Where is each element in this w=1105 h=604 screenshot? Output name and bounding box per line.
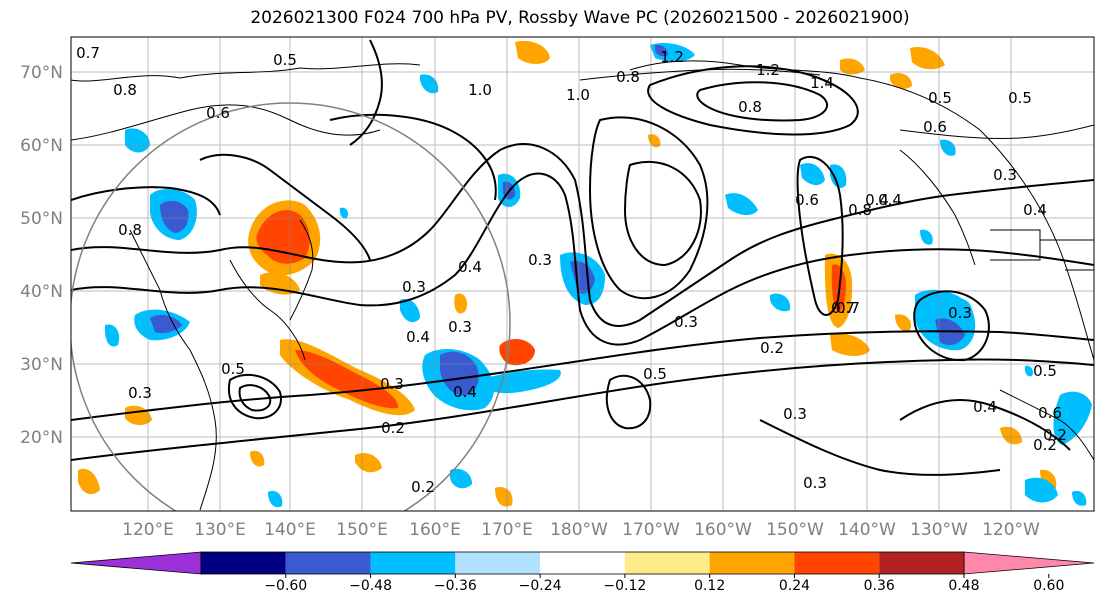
contour-label: 0.5 <box>221 360 245 378</box>
colorbar-swatch <box>70 551 202 575</box>
contour-label: 0.4 <box>406 328 430 346</box>
pv-contours <box>71 39 1094 476</box>
contour-label: 0.3 <box>402 278 426 296</box>
contour-label: 0.3 <box>380 375 404 393</box>
contour-label: 0.6 <box>923 118 947 136</box>
longitude-label: 170°E <box>481 520 533 540</box>
contour-label: 0.2 <box>760 339 784 357</box>
latitude-labels: 70°N 60°N 50°N 40°N 30°N 20°N <box>20 63 63 448</box>
longitude-labels: 120°E 130°E 140°E 150°E 160°E 170°E 180°W 170°W… <box>122 520 1040 540</box>
contour-label: 0.5 <box>273 51 297 69</box>
longitude-label: 180°W <box>550 520 608 540</box>
reference-circle <box>71 102 511 511</box>
colorbar-swatch <box>624 552 710 574</box>
contour-label: 0.6 <box>1038 404 1062 422</box>
latitude-label: 20°N <box>20 428 63 448</box>
contour-label: 0.5 <box>928 89 952 107</box>
contour-label: 0.3 <box>128 384 152 402</box>
contour-label: 1.0 <box>468 81 492 99</box>
latitude-label: 40°N <box>20 282 63 302</box>
pv-contours-thin <box>71 68 1094 141</box>
contour-label: 0.8 <box>738 98 762 116</box>
contour-label: 0.3 <box>783 405 807 423</box>
map-border <box>70 36 1095 512</box>
colorbar-tick-label: −0.60 <box>264 578 307 594</box>
contour-label: 0.8 <box>616 68 640 86</box>
colorbar-swatch <box>201 552 286 574</box>
contour-label: 1.0 <box>566 86 590 104</box>
contour-label: 0.6 <box>206 104 230 122</box>
colorbar-tick-label: −0.36 <box>434 578 477 594</box>
latitude-label: 70°N <box>20 63 63 83</box>
longitude-label: 150°E <box>336 520 388 540</box>
contour-label: 0.2 <box>381 419 405 437</box>
longitude-label: 130°E <box>194 520 246 540</box>
contour-label: 0.3 <box>528 251 552 269</box>
contour-label: 0.2 <box>411 478 435 496</box>
contour-label: 0.5 <box>1033 362 1057 380</box>
longitude-label: 130°W <box>910 520 968 540</box>
contour-label: 0.4 <box>1023 201 1047 219</box>
colorbar-swatch <box>794 552 880 574</box>
contour-label: 0.3 <box>803 474 827 492</box>
colorbar-swatch <box>455 552 541 574</box>
contour-label: 0.4 <box>878 191 902 209</box>
contour-label: 1.2 <box>660 48 684 66</box>
contour-label: 1.4 <box>810 74 834 92</box>
latitude-label: 30°N <box>20 355 63 375</box>
colorbar-swatch <box>285 552 371 574</box>
contour-label: 0.8 <box>848 201 872 219</box>
colorbar-tick-label: 0.60 <box>1033 578 1064 594</box>
contour-label: 0.3 <box>448 318 472 336</box>
contour-label: 0.2 <box>1043 426 1067 444</box>
colorbar-tick-label: 0.12 <box>694 578 725 594</box>
contour-label: 0.5 <box>1008 89 1032 107</box>
colorbar-tick-label: 0.48 <box>948 578 979 594</box>
colorbar-tick-labels: −0.60 −0.48 −0.36 −0.24 −0.12 0.12 0.24 0.36 0.4… <box>264 574 1064 594</box>
colorbar-frame <box>200 551 965 575</box>
contour-label: 0.5 <box>643 365 667 383</box>
contour-label: 0.7 <box>76 44 100 62</box>
contour-label: 0.4 <box>865 191 889 209</box>
contour-label: 0.4 <box>453 383 477 401</box>
contour-label: 0.7 <box>836 299 860 317</box>
contour-label: 0.6 <box>795 191 819 209</box>
longitude-label: 150°W <box>766 520 824 540</box>
latitude-label: 60°N <box>20 136 63 156</box>
longitude-label: 160°W <box>694 520 752 540</box>
graticule <box>71 37 1094 511</box>
colorbar-swatch <box>963 551 1095 575</box>
colorbar-tick-label: 0.36 <box>864 578 895 594</box>
contour-label: 1.2 <box>756 61 780 79</box>
colorbar-tick-label: −0.12 <box>603 578 646 594</box>
contour-label: 0.4 <box>973 398 997 416</box>
contour-label: 0.3 <box>993 166 1017 184</box>
colorbar-swatch <box>879 552 964 574</box>
contour-label: 0.4 <box>458 258 482 276</box>
longitude-label: 160°E <box>409 520 461 540</box>
colorbar-swatch <box>709 552 795 574</box>
contour-label: 0.8 <box>118 221 142 239</box>
colorbar-swatch <box>540 552 625 574</box>
colorbar-swatch <box>370 552 456 574</box>
contour-label: 0.7 <box>831 299 855 317</box>
colorbar-tick-label: −0.24 <box>519 578 562 594</box>
longitude-label: 140°E <box>264 520 316 540</box>
contour-label: 0.2 <box>1033 436 1057 454</box>
colorbar-tick-label: 0.24 <box>779 578 810 594</box>
longitude-label: 120°W <box>982 520 1040 540</box>
contour-label: 0.3 <box>674 313 698 331</box>
colorbar-tick-label: −0.48 <box>349 578 392 594</box>
map-title: 2026021300 F024 700 hPa PV, Rossby Wave … <box>250 8 910 28</box>
contour-labels: 0.7 0.8 0.6 0.5 1.0 0.8 1.2 1.0 1.2 1.4 0.8 0.6 0.5 0… <box>76 44 1067 496</box>
latitude-label: 50°N <box>20 209 63 229</box>
colorbar <box>70 551 1095 575</box>
contour-label: 0.3 <box>948 304 972 322</box>
longitude-label: 120°E <box>122 520 174 540</box>
longitude-label: 140°W <box>838 520 896 540</box>
longitude-label: 170°W <box>622 520 680 540</box>
contour-label: 0.8 <box>113 81 137 99</box>
